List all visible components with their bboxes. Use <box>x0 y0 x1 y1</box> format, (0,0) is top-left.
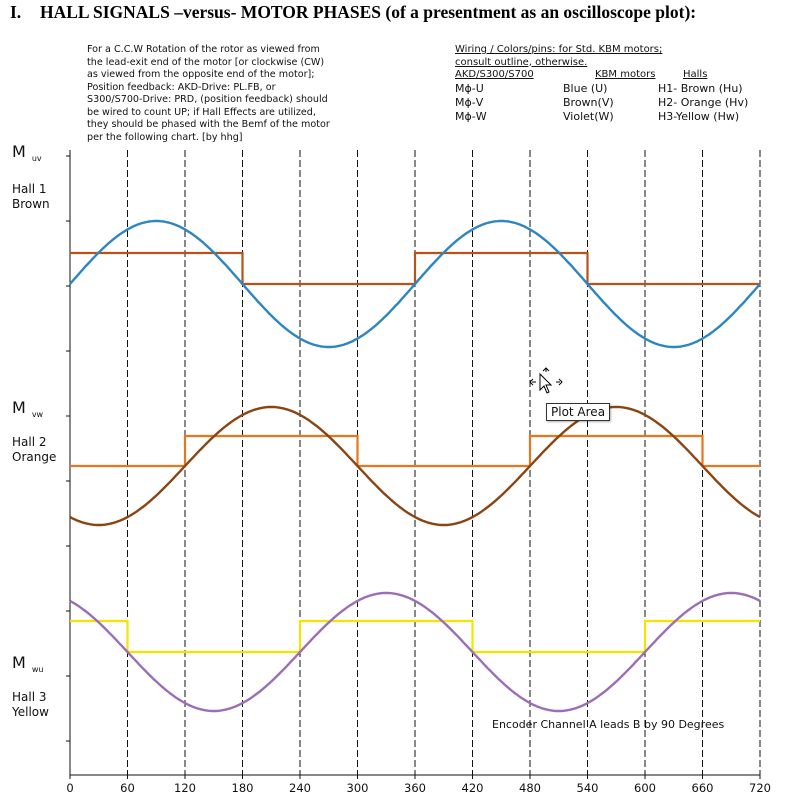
wiring-cell: H1- Brown (Hu) <box>658 81 743 95</box>
x-tick-label: 240 <box>289 781 311 795</box>
note-line: For a C.C.W Rotation of the rotor as vie… <box>87 44 320 55</box>
x-tick-label: 180 <box>231 781 254 795</box>
note-line: be wired to count UP; if Hall Effects ar… <box>87 106 316 118</box>
hall2-label: Hall 2 Orange <box>12 435 57 464</box>
x-tick-label: 540 <box>576 781 599 795</box>
x-tick-label: 120 <box>174 781 196 795</box>
note-line: Position feedback: AKD-Drive: PL.FB, or <box>87 81 276 93</box>
wiring-title: Wiring / Colors/pins: for Std. KBM motor… <box>455 44 663 55</box>
plot-area-tooltip: Plot Area <box>546 403 611 421</box>
x-tick-label: 300 <box>346 781 369 795</box>
wiring-cell: Brown(V) <box>563 95 614 109</box>
x-tick-label: 600 <box>634 781 656 795</box>
x-tick-label: 0 <box>66 781 74 795</box>
x-tick-label: 360 <box>404 781 426 795</box>
hall-wave-1 <box>70 251 760 286</box>
wiring-cell: Blue (U) <box>563 81 608 95</box>
wiring-cell: H2- Orange (Hv) <box>658 95 749 109</box>
wiring-row: Mϕ-W Violet(W) H3-Yellow (Hw) <box>455 110 785 124</box>
wiring-cell: Mϕ-W <box>455 109 487 123</box>
encoder-annotation: Encoder Channel A leads B by 90 Degrees <box>492 718 725 731</box>
sine-wave-wu <box>69 591 761 713</box>
heading-text: HALL SIGNALS –versus- MOTOR PHASES (of a… <box>40 2 697 22</box>
wiring-cell: Mϕ-V <box>455 95 484 109</box>
hall-wave-3 <box>70 619 760 654</box>
wiring-header-drive: AKD/S300/S700 <box>455 69 534 80</box>
heading-number: I. <box>10 2 22 22</box>
x-tick-label: 60 <box>120 781 135 795</box>
wiring-cell: H3-Yellow (Hw) <box>658 109 740 123</box>
wiring-header-halls: Halls <box>683 69 708 80</box>
sine-wave-uv <box>69 219 761 349</box>
wiring-row: Mϕ-U Blue (U) H1- Brown (Hu) <box>455 82 785 96</box>
x-tick-label: 480 <box>519 781 541 795</box>
hall-wave-2 <box>70 434 760 468</box>
hall1-label: Hall 1 Brown <box>12 182 50 211</box>
wiring-header-motor: KBM motors <box>595 69 656 80</box>
move-arrows-icon <box>529 367 563 386</box>
note-line: the lead-exit end of the motor [or clock… <box>87 56 325 68</box>
note-line: S300/S700-Drive: PRD, (position feedback… <box>87 94 328 105</box>
sine-wave-vw <box>69 405 761 527</box>
note-line: per the following chart. [by hhg] <box>87 131 243 143</box>
wiring-cell: Violet(W) <box>563 109 614 123</box>
wiring-cell: Mϕ-U <box>455 81 484 95</box>
x-tick-label: 420 <box>461 781 484 795</box>
hall3-label: Hall 3 Yellow <box>12 690 49 719</box>
wiring-row: Mϕ-V Brown(V) H2- Orange (Hv) <box>455 96 785 110</box>
wiring-header: AKD/S300/S700 KBM motors Halls <box>455 69 785 82</box>
wiring-subtitle: consult outline, otherwise. <box>455 56 588 68</box>
page-heading: I. HALL SIGNALS –versus- MOTOR PHASES (of… <box>10 2 790 23</box>
note-line: as viewed from the opposite end of the m… <box>87 69 315 80</box>
wiring-table: Wiring / Colors/pins: for Std. KBM motor… <box>455 44 785 124</box>
mouse-cursor-icon <box>539 372 553 394</box>
x-tick-label: 660 <box>691 781 714 795</box>
note-line: they should be phased with the Bemf of t… <box>87 119 330 130</box>
rotation-note: For a C.C.W Rotation of the rotor as vie… <box>87 44 432 144</box>
x-tick-label: 720 <box>749 781 771 795</box>
